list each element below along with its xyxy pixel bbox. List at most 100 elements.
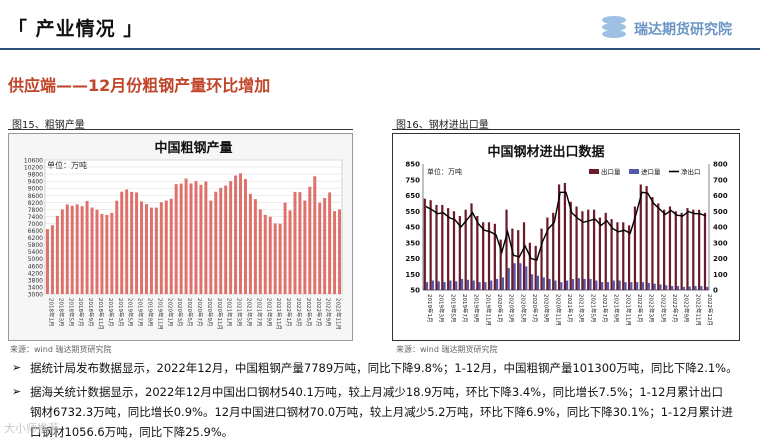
bar-export bbox=[493, 223, 496, 290]
bar bbox=[174, 184, 178, 294]
y-tick-label: 3400 bbox=[28, 284, 43, 291]
y-tick-label-left: 850 bbox=[405, 161, 420, 169]
x-tick-label: 2020年9月 bbox=[543, 294, 551, 323]
y-tick-label: 5400 bbox=[28, 249, 43, 256]
bar-export bbox=[692, 209, 695, 290]
bar bbox=[333, 211, 337, 294]
bar bbox=[303, 200, 307, 294]
x-tick-label: 2022年1月 bbox=[285, 298, 293, 327]
bar-import bbox=[530, 274, 534, 290]
bar-import bbox=[706, 286, 709, 290]
x-tick-label: 2019年1月 bbox=[107, 298, 115, 327]
x-tick-label: 2020年1月 bbox=[166, 298, 174, 327]
x-tick-label: 2018年7月 bbox=[77, 298, 85, 327]
legend-label-import: 进口量 bbox=[641, 168, 661, 176]
y-tick-label: 9000 bbox=[28, 186, 43, 193]
bar-export bbox=[604, 212, 607, 290]
bar bbox=[273, 223, 277, 294]
bar-import bbox=[460, 278, 464, 290]
bar-import bbox=[577, 278, 580, 290]
bar bbox=[204, 181, 208, 294]
x-tick-label: 2018年11月 bbox=[97, 298, 105, 330]
header-divider bbox=[0, 48, 760, 50]
x-tick-label: 2018年3月 bbox=[57, 298, 65, 327]
bar bbox=[253, 199, 257, 294]
x-tick-label: 2022年9月 bbox=[325, 298, 333, 327]
bar-import bbox=[536, 275, 540, 290]
bar bbox=[283, 202, 287, 294]
x-tick-label: 2020年5月 bbox=[519, 294, 527, 323]
bar bbox=[293, 191, 297, 294]
bar-import bbox=[443, 282, 446, 290]
x-tick-label: 2018年5月 bbox=[67, 298, 75, 327]
bar-export bbox=[505, 209, 508, 290]
x-tick-label: 2022年3月 bbox=[295, 298, 303, 327]
figure-divider bbox=[8, 129, 353, 130]
logo-mark-icon bbox=[602, 16, 626, 38]
y-tick-label: 7400 bbox=[28, 214, 43, 221]
x-tick-label: 2021年3月 bbox=[236, 298, 244, 327]
x-tick-label: 2022年9月 bbox=[683, 294, 691, 323]
bar-export bbox=[429, 200, 432, 290]
bar bbox=[318, 202, 322, 294]
bar-import bbox=[688, 286, 691, 290]
x-tick-label: 2019年7月 bbox=[137, 298, 145, 327]
bar-import bbox=[431, 280, 434, 290]
y-tick-label: 8600 bbox=[28, 193, 43, 200]
watermark: 大小师推荐 bbox=[4, 422, 59, 435]
y-tick-label: 3000 bbox=[28, 292, 43, 299]
section-title: 供应端——12月份粗钢产量环比增加 bbox=[8, 76, 271, 95]
bar bbox=[65, 204, 69, 294]
bar-export bbox=[452, 211, 456, 290]
y-tick-label: 8200 bbox=[28, 200, 43, 207]
line-net-export bbox=[425, 191, 707, 261]
bar-import bbox=[425, 282, 429, 290]
x-tick-label: 2019年5月 bbox=[127, 298, 135, 327]
y-tick-label-right: 400 bbox=[713, 224, 728, 232]
bar bbox=[263, 214, 267, 294]
x-tick-label: 2021年5月 bbox=[245, 298, 253, 327]
x-tick-label: 2019年7月 bbox=[461, 294, 469, 323]
bar-import bbox=[513, 263, 516, 290]
bar-export bbox=[546, 217, 549, 290]
x-tick-label: 2018年1月 bbox=[47, 298, 55, 327]
figure-source: 来源：wind 瑞达期货研究院 bbox=[396, 345, 498, 354]
bar-export bbox=[447, 208, 450, 290]
figure-source: 来源：wind 瑞达期货研究院 bbox=[10, 345, 112, 354]
bar bbox=[140, 201, 144, 294]
y-tick-label: 10200 bbox=[24, 165, 43, 172]
bar-import bbox=[554, 280, 557, 290]
bar bbox=[105, 215, 109, 294]
bullet-text: 据海关统计数据显示，2022年12月中国出口钢材540.1万吨，较上月减少18.… bbox=[30, 385, 723, 399]
bar-export bbox=[528, 242, 531, 290]
bar-export bbox=[627, 225, 631, 290]
figure-caption: 图15、粗钢产量 bbox=[12, 120, 85, 131]
x-tick-label: 2021年9月 bbox=[613, 294, 621, 323]
x-tick-label: 2019年3月 bbox=[117, 298, 125, 327]
bar-export bbox=[557, 184, 561, 290]
bar-export bbox=[476, 215, 479, 290]
x-tick-label: 2019年1月 bbox=[426, 294, 434, 323]
bar-export bbox=[441, 204, 444, 290]
bar-export bbox=[703, 212, 707, 290]
x-tick-label: 2020年11月 bbox=[554, 294, 562, 326]
bar bbox=[154, 207, 158, 294]
bar-import bbox=[542, 277, 545, 290]
bar-import bbox=[472, 280, 475, 290]
legend-label-net: 净出口 bbox=[681, 167, 701, 176]
bar bbox=[144, 204, 148, 294]
x-tick-label: 2018年9月 bbox=[87, 298, 95, 327]
bar-export bbox=[517, 230, 520, 290]
legend-swatch-import bbox=[629, 169, 639, 174]
bar-import bbox=[525, 266, 528, 290]
bar-export bbox=[668, 206, 672, 290]
x-tick-label: 2021年1月 bbox=[566, 294, 574, 323]
chart-unit-label: 单位：万吨 bbox=[47, 160, 87, 170]
bar-import bbox=[606, 282, 610, 290]
y-tick-label-right: 700 bbox=[713, 176, 728, 184]
bar-export bbox=[657, 203, 660, 290]
bar-import bbox=[519, 263, 522, 290]
y-tick-label-right: 600 bbox=[713, 192, 728, 200]
bar bbox=[90, 207, 94, 294]
